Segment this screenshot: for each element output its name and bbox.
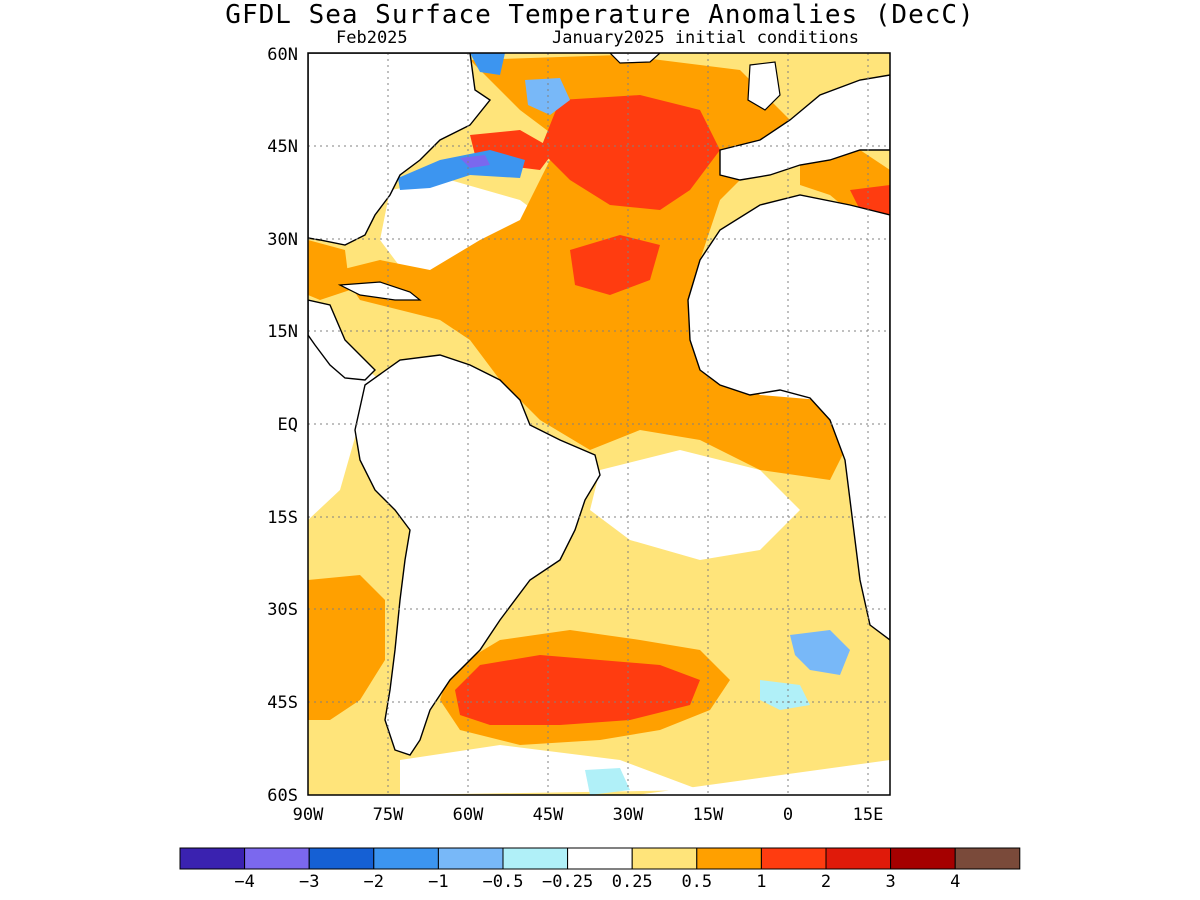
anomaly-light-cyan-south <box>760 680 810 710</box>
lon-tick: 15E <box>853 805 884 825</box>
lon-tick: 0 <box>783 805 793 825</box>
lat-tick: 30N <box>267 230 298 250</box>
lat-tick: 30S <box>267 600 298 620</box>
lon-tick: 15W <box>693 805 724 825</box>
gridlines <box>308 53 890 795</box>
colorbar-swatch <box>502 847 569 870</box>
anomaly-near-zero-south-atlantic <box>590 450 800 560</box>
colorbar-label: 3 <box>885 872 895 892</box>
colorbar-label: 4 <box>950 872 960 892</box>
lat-axis: 60N 45N 30N 15N EQ 15S 30S 45S 60S <box>267 45 298 806</box>
colorbar-label: −1 <box>428 872 448 892</box>
land-cuba <box>337 281 422 301</box>
colorbar-swatch <box>179 847 246 870</box>
lon-tick: 60W <box>453 805 484 825</box>
anomaly-light-blue-benguela <box>790 630 850 675</box>
colorbar-label: −0.5 <box>483 872 524 892</box>
land-north-america <box>308 53 492 246</box>
map-title: GFDL Sea Surface Temperature Anomalies (… <box>225 0 975 30</box>
colorbar-label: −0.25 <box>542 872 593 892</box>
lat-tick: 15S <box>267 508 298 528</box>
lon-axis: 90W 75W 60W 45W 30W 15W 0 15E <box>293 805 884 825</box>
lat-tick: 60N <box>267 45 298 65</box>
colorbar-label: −2 <box>364 872 384 892</box>
colorbar: −4 −3 −2 −1 −0.5 −0.25 0.25 0.5 1 2 3 4 <box>179 847 1021 892</box>
anomaly-blue-gulf-stream <box>398 150 525 190</box>
anomaly-red-orange-subtropical <box>570 235 660 295</box>
anomaly-red-orange-south-atlantic <box>455 655 700 725</box>
colorbar-label: −3 <box>299 872 319 892</box>
colorbar-label: 1 <box>756 872 766 892</box>
colorbar-swatch <box>890 847 956 870</box>
colorbar-swatch <box>244 847 310 870</box>
colorbar-swatch <box>954 847 1021 870</box>
colorbar-swatch <box>437 847 504 870</box>
anomaly-purple-gulf-stream-core <box>460 155 490 168</box>
colorbar-swatch <box>567 847 633 870</box>
lat-tick: 60S <box>267 786 298 806</box>
colorbar-swatch <box>760 847 827 870</box>
lat-tick: 15N <box>267 322 298 342</box>
land-europe <box>719 74 890 181</box>
anomaly-red-orange-north-atlantic <box>540 95 720 210</box>
land-british-isles <box>747 61 781 111</box>
land-south-america <box>354 354 601 756</box>
colorbar-label: 0.25 <box>612 872 653 892</box>
land-greenland-iceland <box>609 53 661 64</box>
lat-tick: EQ <box>278 415 298 435</box>
forecast-month: Feb2025 <box>336 28 408 48</box>
lon-tick: 45W <box>533 805 564 825</box>
lat-tick: 45S <box>267 693 298 713</box>
sst-anomaly-field <box>308 53 890 795</box>
lon-tick: 30W <box>613 805 644 825</box>
lat-tick: 45N <box>267 137 298 157</box>
land-central-america <box>308 299 376 381</box>
colorbar-swatch <box>825 847 892 870</box>
anomaly-orange-se-pacific <box>308 575 385 720</box>
colorbar-label: 2 <box>821 872 831 892</box>
colorbar-swatch <box>696 847 762 870</box>
anomaly-light-cyan-far-south <box>585 768 630 795</box>
anomaly-blue-labrador-north <box>470 53 505 75</box>
initial-conditions-label: January2025 initial conditions <box>552 28 860 48</box>
colorbar-label: −4 <box>234 872 254 892</box>
lon-tick: 75W <box>373 805 404 825</box>
lon-tick: 90W <box>293 805 324 825</box>
colorbar-swatch <box>631 847 698 870</box>
colorbar-swatch <box>308 847 375 870</box>
colorbar-swatch <box>373 847 439 870</box>
land-africa <box>687 194 890 641</box>
colorbar-label: 0.5 <box>681 872 712 892</box>
map-frame <box>307 52 891 796</box>
